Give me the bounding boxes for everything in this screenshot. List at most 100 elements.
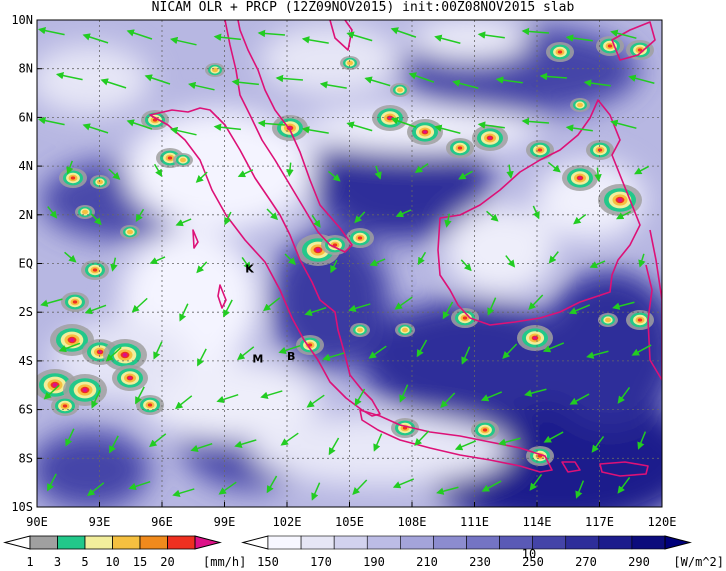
wind-vector (480, 391, 503, 402)
precip-cell (407, 119, 443, 145)
wind-vector (87, 482, 105, 497)
wind-vector (631, 344, 652, 356)
olr-bar-high-arrow (664, 535, 692, 550)
wind-vector (612, 301, 635, 310)
wind-vector (170, 126, 197, 136)
lat-tick-label: 2N (19, 208, 33, 222)
precip-cell (75, 205, 95, 219)
wind-vector (197, 348, 207, 367)
wind-vector (108, 168, 121, 180)
wind-vector (149, 256, 166, 265)
wind-vector (311, 214, 321, 228)
wind-vector (637, 431, 647, 450)
wind-vector (392, 478, 415, 489)
wind-vector (213, 33, 241, 41)
wind-vector (175, 395, 193, 410)
precip-bar-segment (57, 535, 86, 550)
lat-tick-label: 8N (19, 62, 33, 76)
olr-bar-label: 270 (575, 555, 597, 569)
olr-bar-unit: [W/m^2] (673, 555, 724, 569)
precip-bar-segment (29, 535, 58, 550)
wind-vector (135, 208, 145, 223)
precip-cell (205, 63, 225, 77)
lat-tick-label: 6N (19, 110, 33, 124)
precip-cell (446, 138, 474, 158)
lon-tick-label: 114E (523, 515, 552, 529)
precip-cell (586, 140, 614, 160)
precip-bar-low-arrow (3, 535, 31, 550)
olr-bar-segment (598, 535, 633, 550)
wind-vector (153, 341, 163, 360)
wind-vector (394, 296, 413, 310)
wind-vector (477, 121, 505, 129)
wind-vector (306, 394, 325, 408)
lon-tick-label: 120E (648, 515, 677, 529)
wind-vector (354, 388, 366, 407)
olr-bar-segment (499, 535, 533, 550)
precip-cell (340, 56, 360, 70)
wind-vector (144, 74, 171, 85)
wind-vector (284, 253, 297, 266)
wind-vector (266, 475, 278, 494)
wind-vector (311, 482, 321, 501)
wind-vector (634, 165, 649, 175)
wind-vector (452, 79, 479, 89)
precip-cell (372, 105, 408, 131)
precip-cell (61, 292, 89, 312)
precip-cell (136, 395, 164, 415)
precip-cell (173, 153, 193, 167)
precip-cell (390, 83, 410, 97)
wind-vector (135, 386, 145, 405)
precip-bar-label: 5 (81, 555, 88, 569)
wind-vector (319, 81, 347, 89)
wind-vector (487, 297, 497, 316)
wind-vector (543, 431, 564, 443)
wind-vector (594, 167, 602, 182)
wind-vector (416, 339, 428, 358)
wind-vector (328, 437, 340, 456)
wind-vector (348, 303, 371, 312)
lat-tick-label: EQ (19, 257, 33, 271)
wind-vector (172, 488, 195, 497)
olr-bar-segment (267, 535, 302, 550)
wind-vector (461, 346, 471, 365)
precip-bar-segment (112, 535, 141, 550)
wind-vector (55, 71, 83, 81)
wind-vector (589, 260, 606, 269)
wind-vector (47, 473, 57, 492)
wind-vector (105, 346, 122, 362)
precip-cell (598, 313, 618, 327)
wind-vector (591, 435, 605, 453)
map-title: NICAM OLR + PRCP (12Z09NOV2015) init:00Z… (151, 0, 575, 15)
wind-vector (66, 160, 74, 175)
wind-vector (547, 161, 561, 173)
wind-vector (241, 256, 251, 270)
wind-vector (506, 164, 514, 179)
wind-vector (196, 261, 208, 274)
wind-vector (369, 258, 386, 267)
wind-vector (266, 208, 279, 221)
precip-cell (451, 308, 479, 328)
wind-vector (352, 479, 368, 496)
lon-tick-label: 102E (273, 515, 302, 529)
lat-tick-label: 6S (19, 403, 33, 417)
wind-vector (237, 346, 255, 361)
precip-cell (570, 98, 590, 112)
wind-vector (131, 297, 148, 313)
olr-bar-segment (532, 535, 567, 550)
wind-vector (498, 437, 521, 446)
wind-vector (532, 205, 540, 220)
wind-vector (444, 213, 452, 228)
wind-vector (322, 352, 345, 361)
wind-vector (90, 213, 102, 226)
olr-bar-segment (333, 535, 368, 550)
precip-cell (472, 125, 508, 151)
olr-bar-label: 210 (416, 555, 438, 569)
lon-tick-label: 96E (151, 515, 173, 529)
city-markers: K M B (245, 262, 295, 365)
wind-vector (539, 72, 567, 81)
wind-vector (190, 442, 213, 453)
wind-vector (454, 440, 477, 451)
wind-vector (481, 480, 502, 492)
wind-vector (565, 34, 593, 42)
